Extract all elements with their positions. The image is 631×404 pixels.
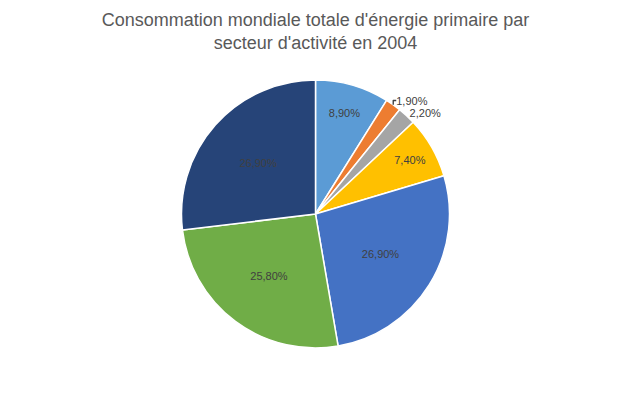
svg-text:1,90%: 1,90% bbox=[396, 95, 427, 107]
svg-text:25,80%: 25,80% bbox=[250, 270, 288, 282]
svg-text:26,90%: 26,90% bbox=[239, 157, 277, 169]
svg-text:8,90%: 8,90% bbox=[329, 107, 360, 119]
svg-text:26,90%: 26,90% bbox=[362, 248, 400, 260]
svg-text:Consommation mondiale totale d: Consommation mondiale totale d'énergie p… bbox=[102, 10, 530, 53]
svg-text:2,20%: 2,20% bbox=[410, 107, 441, 119]
svg-text:7,40%: 7,40% bbox=[394, 154, 425, 166]
